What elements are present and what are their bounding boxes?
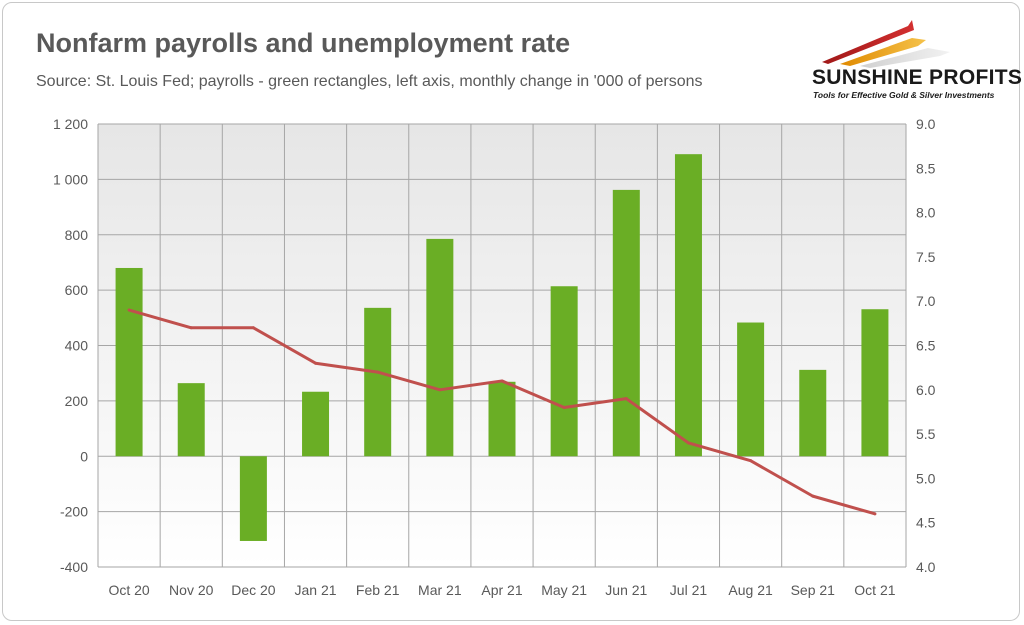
unemployment-point	[686, 441, 690, 445]
payroll-bars	[115, 154, 889, 541]
payroll-bar	[115, 267, 143, 457]
right-axis-ticks: 4.0 4.5 5.0 5.5 6.0 6.5 7.0 7.5 8.0 8.5 9.0	[916, 116, 936, 575]
payroll-bar	[550, 286, 578, 457]
x-axis-tick-label: Feb 21	[356, 582, 400, 598]
unemployment-point	[127, 308, 131, 312]
x-axis-tick-label: Oct 21	[854, 582, 895, 598]
payroll-bar	[177, 383, 205, 457]
left-axis-tick-label: 800	[65, 227, 89, 243]
chart-subtitle: Source: St. Louis Fed; payrolls - green …	[36, 73, 703, 90]
unemployment-point	[624, 397, 628, 401]
left-axis-tick-label: 1 200	[53, 116, 88, 132]
unemployment-point	[500, 379, 504, 383]
left-axis-tick-label: -400	[60, 559, 88, 575]
payroll-bar	[364, 307, 392, 457]
right-axis-tick-label: 7.0	[916, 293, 936, 309]
right-axis-tick-label: 5.0	[916, 470, 936, 486]
right-axis-tick-label: 8.0	[916, 205, 936, 221]
unemployment-point	[811, 494, 815, 498]
logo-name: SUNSHINE PROFITS	[812, 66, 1023, 89]
payroll-bar	[426, 238, 454, 457]
unemployment-point	[251, 326, 255, 330]
unemployment-point	[562, 406, 566, 410]
payroll-bar	[239, 456, 267, 541]
x-axis-tick-label: Nov 20	[169, 582, 214, 598]
x-axis-tick-label: May 21	[541, 582, 587, 598]
payroll-bar	[302, 391, 330, 457]
left-axis-tick-label: 200	[65, 393, 89, 409]
x-axis-tick-label: Apr 21	[481, 582, 522, 598]
right-axis-tick-label: 4.5	[916, 515, 936, 531]
x-axis-tick-label: Sep 21	[791, 582, 836, 598]
right-axis-tick-label: 5.5	[916, 426, 936, 442]
payroll-bar	[612, 189, 640, 457]
unemployment-point	[873, 512, 877, 516]
chart-title: Nonfarm payrolls and unemployment rate	[36, 28, 571, 58]
right-axis-tick-label: 6.5	[916, 338, 936, 354]
x-axis-ticks: Oct 20 Nov 20 Dec 20 Jan 21 Feb 21 Mar 21 Apr …	[108, 582, 895, 598]
left-axis-tick-label: 1 000	[53, 171, 88, 187]
left-axis-tick-label: 600	[65, 282, 89, 298]
payroll-bar	[674, 154, 702, 457]
payroll-bar	[737, 322, 765, 457]
unemployment-line	[127, 308, 877, 516]
left-axis-tick-label: 0	[80, 448, 88, 464]
unemployment-point	[749, 459, 753, 463]
unemployment-point	[314, 361, 318, 365]
right-axis-tick-label: 6.0	[916, 382, 936, 398]
x-axis-tick-label: Dec 20	[231, 582, 276, 598]
right-axis-tick-label: 8.5	[916, 160, 936, 176]
x-axis-tick-label: Jul 21	[670, 582, 708, 598]
x-axis-tick-label: Jun 21	[605, 582, 647, 598]
payroll-bar	[799, 369, 827, 457]
left-axis-tick-label: -200	[60, 504, 88, 520]
x-axis-tick-label: Jan 21	[295, 582, 337, 598]
x-axis-tick-label: Oct 20	[108, 582, 149, 598]
unemployment-point	[438, 388, 442, 392]
x-axis-tick-label: Mar 21	[418, 582, 462, 598]
payroll-bar	[488, 381, 516, 457]
x-axis-tick-label: Aug 21	[728, 582, 773, 598]
left-axis-ticks: -400 -200 0 200 400 600 800 1 000 1 200	[53, 116, 88, 575]
unemployment-point	[376, 370, 380, 374]
payroll-bar	[861, 309, 889, 457]
right-axis-tick-label: 7.5	[916, 249, 936, 265]
logo-tagline: Tools for Effective Gold & Silver Invest…	[813, 90, 995, 100]
right-axis-tick-label: 4.0	[916, 559, 936, 575]
right-axis-tick-label: 9.0	[916, 116, 936, 132]
unemployment-point	[189, 326, 193, 330]
sunshine-profits-logo-icon	[822, 20, 950, 68]
left-axis-tick-label: 400	[65, 338, 89, 354]
